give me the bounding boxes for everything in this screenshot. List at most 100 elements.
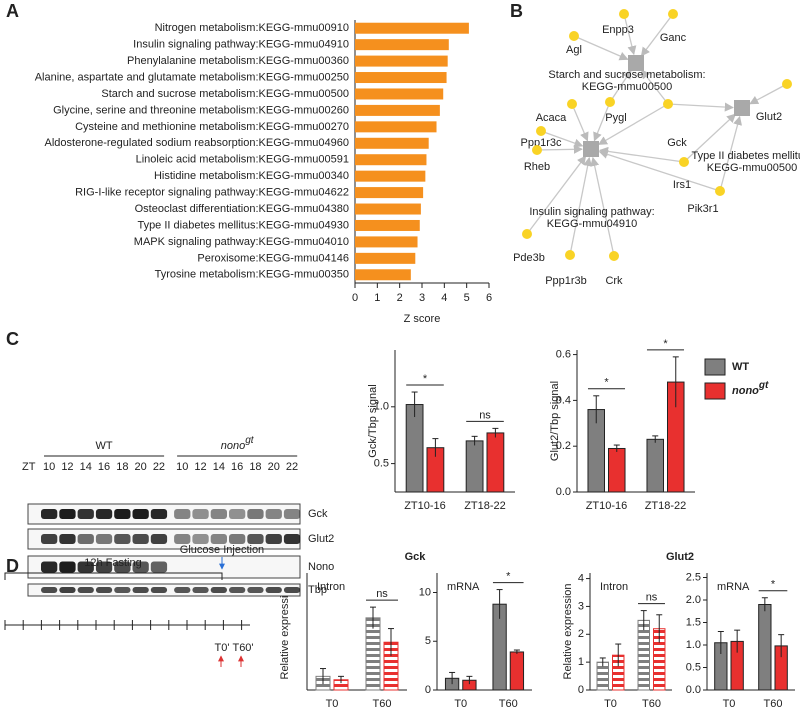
blot-lane: 12 — [61, 461, 73, 473]
blot-lane: 16 — [231, 461, 243, 473]
network-edge — [719, 115, 742, 192]
x-tick-label: 1 — [374, 292, 380, 304]
x-tick-label: T0 — [454, 698, 467, 710]
blot-band — [77, 587, 94, 593]
blot-lane: 22 — [286, 461, 298, 473]
x-tick-label: T60 — [499, 698, 518, 710]
blot-band — [210, 534, 227, 544]
network-edge — [526, 155, 587, 235]
blot-row-label: Tbp — [308, 584, 327, 596]
network-node — [567, 99, 577, 109]
x-tick-label: ZT10-16 — [404, 500, 446, 512]
category-label: MAPK signaling pathway:KEGG-mmu04010 — [134, 236, 349, 248]
bar — [355, 22, 469, 34]
network-edge — [640, 13, 674, 57]
network-hub — [734, 100, 750, 116]
network-edge — [540, 130, 584, 148]
y-tick-label: 1.0 — [374, 401, 389, 413]
legend-swatch — [704, 358, 726, 376]
node-label: Crk — [605, 275, 623, 287]
network-edge — [590, 156, 615, 257]
y-tick-label: 2.0 — [686, 594, 701, 606]
blot-lane: 10 — [43, 461, 55, 473]
blot-zt: ZT — [22, 461, 36, 473]
significance-label: * — [771, 579, 776, 591]
panel-label: A — [6, 1, 19, 21]
blot-band — [77, 509, 94, 519]
significance-label: ns — [479, 409, 491, 421]
bar — [355, 252, 416, 264]
significance-label: * — [604, 377, 609, 389]
network-edge — [640, 69, 669, 105]
x-tick-label: 0 — [352, 292, 358, 304]
category-label: Peroxisome:KEGG-mmu04146 — [197, 252, 349, 264]
node-label: Acaca — [536, 112, 567, 124]
timeline-t60: T60' — [232, 642, 253, 654]
network-node — [782, 79, 792, 89]
y-tick-label: 2 — [578, 628, 584, 640]
blot-band — [41, 561, 58, 573]
blot-band — [247, 587, 264, 593]
blot-band — [174, 509, 191, 519]
y-axis-label: Gck/Tbp signal — [367, 384, 379, 457]
bar — [355, 137, 429, 149]
network-edge — [573, 35, 629, 61]
category-label: Insulin signaling pathway:KEGG-mmu04910 — [133, 39, 349, 51]
blot-band — [95, 587, 113, 593]
network-node — [536, 126, 546, 136]
chart-label: Intron — [317, 581, 345, 593]
blot-row-label: Gck — [308, 508, 328, 520]
panel-label: D — [6, 556, 19, 576]
network-node — [668, 9, 678, 19]
blot-lane: 14 — [80, 461, 92, 473]
blot-lane: 14 — [213, 461, 225, 473]
category-label: Tyrosine metabolism:KEGG-mmu00350 — [155, 269, 349, 281]
blot-band — [150, 561, 168, 573]
network-edge — [667, 102, 734, 112]
category-label: RIG-I-like receptor signaling pathway:KE… — [75, 187, 349, 199]
blot-band — [114, 509, 131, 519]
node-label: Pde3b — [513, 252, 545, 264]
x-tick-label: T60 — [764, 698, 783, 710]
timeline-fasting: 12h Fasting — [84, 557, 141, 569]
legend-name: WT — [732, 361, 749, 373]
node-label: Rheb — [524, 161, 550, 173]
bar — [355, 39, 449, 51]
y-tick-label: 1.0 — [686, 639, 701, 651]
legend-swatch — [704, 382, 726, 400]
category-label: Alanine, aspartate and glutamate metabol… — [35, 71, 349, 83]
network-edge — [536, 144, 583, 154]
bar — [596, 661, 610, 691]
legend-name: nono — [732, 385, 759, 397]
blot-band — [192, 534, 209, 544]
blot-band — [95, 509, 113, 519]
x-tick-label: 5 — [464, 292, 470, 304]
blot-band — [192, 509, 209, 519]
y-tick-label: 0.4 — [556, 394, 571, 406]
blot-band — [132, 509, 149, 519]
x-tick-label: T0 — [723, 698, 736, 710]
network-node — [663, 99, 673, 109]
blot-band — [265, 534, 282, 544]
blot-row-label: Glut2 — [308, 533, 334, 545]
y-axis-label: Glut2/Tbp signal — [549, 381, 561, 461]
bar — [355, 154, 427, 166]
bar — [365, 617, 381, 691]
category-label: Cysteine and methionine metabolism:KEGG-… — [75, 121, 349, 133]
x-axis-label: Z score — [404, 313, 441, 325]
bar — [355, 55, 448, 67]
y-tick-label: 0.2 — [556, 440, 571, 452]
bar — [355, 236, 418, 248]
blot-band — [210, 587, 227, 593]
chart-label: Intron — [600, 581, 628, 593]
y-tick-label: 0.6 — [556, 348, 571, 360]
network-edge — [593, 101, 611, 142]
blot-band — [95, 534, 113, 544]
bar — [355, 88, 444, 100]
y-tick-label: 0 — [425, 684, 431, 696]
blot-band — [59, 534, 76, 544]
significance-label: * — [663, 338, 668, 350]
x-tick-label: T0 — [604, 698, 617, 710]
chart-label: mRNA — [447, 581, 480, 593]
